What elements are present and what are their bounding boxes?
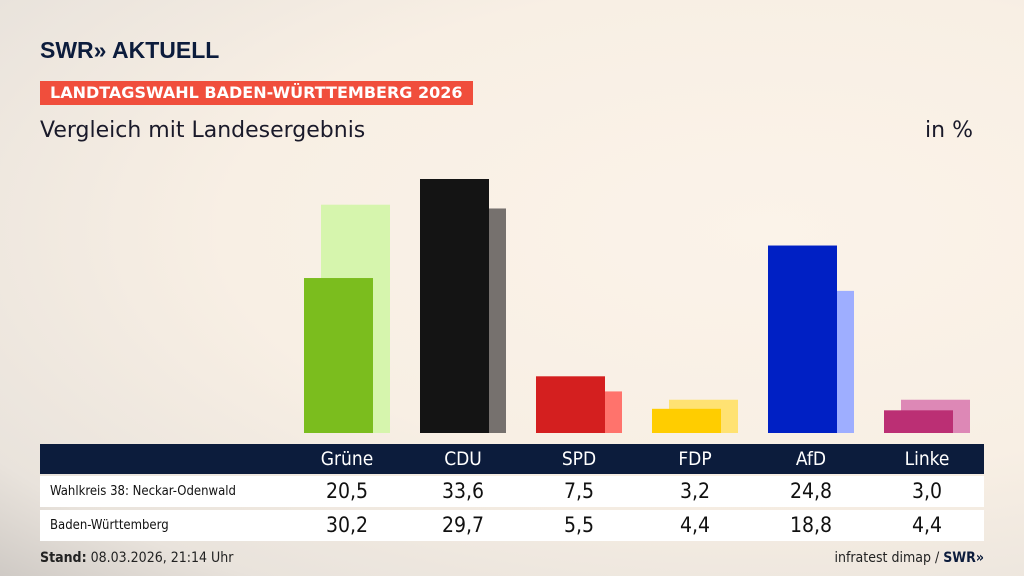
bar-wahlkreis-5 [884, 410, 953, 433]
bar-wahlkreis-3 [652, 408, 721, 433]
bar-wahlkreis-2 [536, 376, 605, 433]
chart-title: Vergleich mit Landesergebnis [40, 118, 366, 143]
column-header: FDP [678, 448, 712, 470]
stand-value: 08.03.2026, 21:14 Uhr [90, 550, 234, 566]
bar-wahlkreis-4 [768, 245, 837, 433]
value-label: 29,7 [441, 513, 485, 537]
value-label: 5,5 [563, 513, 595, 537]
column-header: SPD [561, 448, 597, 470]
value-label: 18,8 [789, 513, 833, 537]
table-row-land: Baden-Württemberg 30,2 29,7 5,5 4,4 18,8 4,4 [40, 510, 984, 541]
footer-stand: Stand: 08.03.2026, 21:14 Uhr [40, 550, 233, 566]
value-label: 20,5 [325, 479, 369, 503]
value-label: 30,2 [325, 513, 369, 537]
row-label: Wahlkreis 38: Neckar-Odenwald [50, 484, 236, 499]
value-label: 3,2 [679, 479, 711, 503]
stand-label: Stand: [40, 550, 87, 566]
value-label: 3,0 [911, 479, 943, 503]
value-label: 4,4 [679, 513, 711, 537]
value-label: 33,6 [441, 479, 485, 503]
table-header: Grüne CDU SPD FDP AfD Linke [40, 444, 984, 474]
source-text: infratest dimap / [834, 550, 944, 566]
footer-source: infratest dimap / SWR» [834, 550, 984, 566]
bar-wahlkreis-1 [420, 179, 489, 433]
row-label: Baden-Württemberg [50, 518, 169, 533]
column-header: CDU [444, 448, 482, 470]
value-label: 4,4 [911, 513, 943, 537]
election-kicker: LANDTAGSWAHL BADEN-WÜRTTEMBERG 2026 [40, 81, 473, 105]
column-header: Linke [904, 448, 950, 470]
table-row-wahlkreis: Wahlkreis 38: Neckar-Odenwald 20,5 33,6 7,… [40, 476, 984, 507]
unit-label: in % [925, 118, 973, 143]
swr-logo-small: SWR» [943, 550, 984, 566]
value-label: 24,8 [789, 479, 833, 503]
column-header: Grüne [320, 448, 374, 470]
swr-aktuell-logo: SWR» AKTUELL [40, 37, 220, 63]
value-label: 7,5 [563, 479, 595, 503]
column-header: AfD [795, 448, 827, 470]
bar-wahlkreis-0 [304, 278, 373, 433]
